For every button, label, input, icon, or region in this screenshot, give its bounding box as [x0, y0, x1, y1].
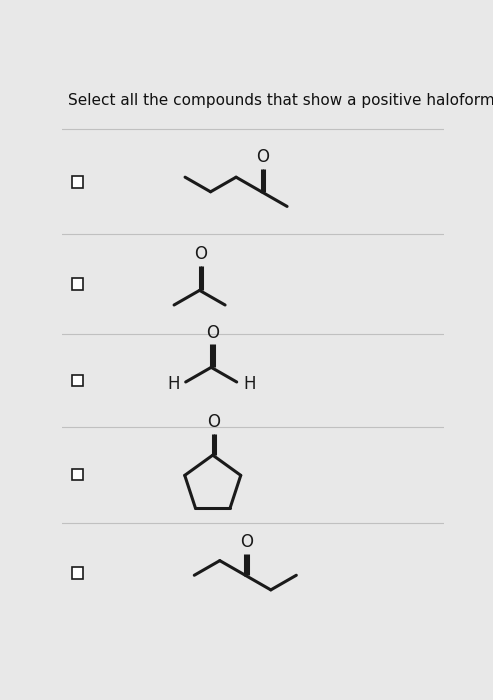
- Text: O: O: [194, 246, 208, 263]
- Text: O: O: [206, 324, 219, 342]
- Bar: [71, 374, 83, 386]
- Text: H: H: [243, 374, 255, 393]
- Bar: [71, 176, 83, 188]
- Bar: [71, 567, 83, 579]
- Text: O: O: [240, 533, 253, 552]
- Text: H: H: [167, 374, 179, 393]
- Bar: [71, 279, 83, 290]
- Text: O: O: [256, 148, 270, 167]
- Text: O: O: [208, 413, 220, 431]
- Text: Select all the compounds that show a positive haloform test.: Select all the compounds that show a pos…: [68, 93, 493, 108]
- Bar: [71, 468, 83, 480]
